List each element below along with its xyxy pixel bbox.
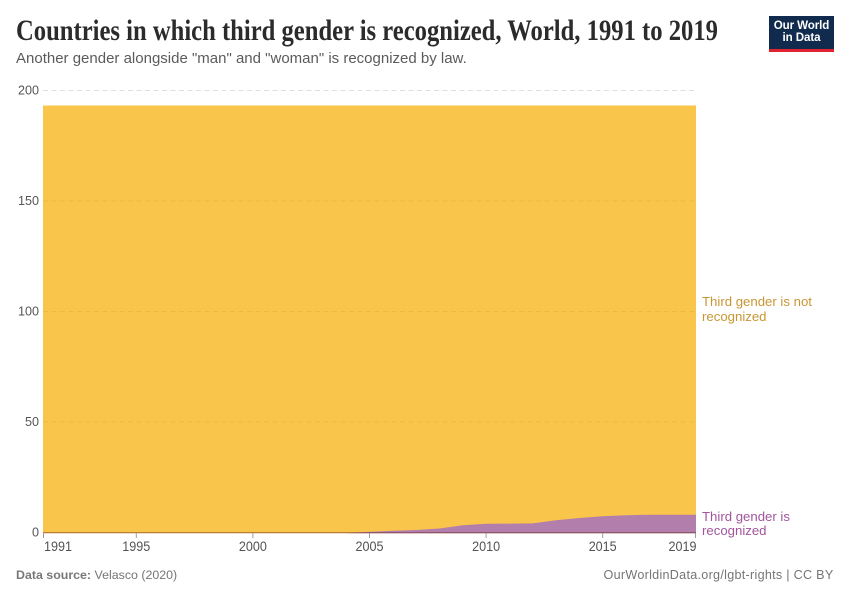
svg-text:150: 150 <box>18 194 39 208</box>
svg-text:0: 0 <box>32 525 39 539</box>
svg-text:100: 100 <box>18 304 39 318</box>
svg-text:2010: 2010 <box>472 539 500 554</box>
svg-text:1991: 1991 <box>44 539 72 554</box>
svg-text:2019: 2019 <box>669 539 697 554</box>
svg-text:1995: 1995 <box>122 539 150 554</box>
svg-text:2000: 2000 <box>239 539 267 554</box>
svg-text:2015: 2015 <box>589 539 617 554</box>
svg-text:200: 200 <box>18 83 39 97</box>
svg-text:2005: 2005 <box>356 539 384 554</box>
svg-text:50: 50 <box>25 415 39 429</box>
